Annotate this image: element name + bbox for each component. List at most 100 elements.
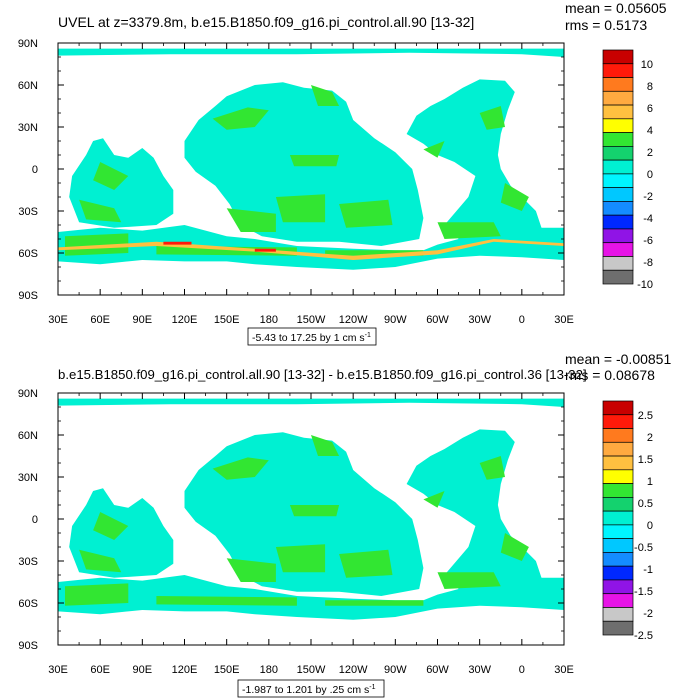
panel-2-info-box: -1.987 to 1.201 by .25 cm s-1 (237, 679, 385, 698)
panel-2-ocean-field (58, 398, 564, 620)
colorbar-swatch (602, 118, 634, 133)
x-tick-label: 90W (384, 314, 407, 326)
panel-2-colorbar: 2.5 2 1.5 1 0.5 0 -0.5 -1 -1.5 -2 -2.5 (602, 400, 653, 642)
field-patch (311, 85, 340, 106)
field-patch (500, 533, 529, 561)
field-patch (339, 549, 393, 578)
x-tick-label: 30E (554, 664, 574, 676)
x-tick-label: 90E (133, 314, 153, 326)
field-patch (212, 107, 269, 130)
y-tick-label: 90N (18, 388, 38, 400)
colorbar-swatch (602, 565, 634, 581)
colorbar-label: -0.5 (634, 542, 653, 554)
field-patch (226, 208, 276, 232)
colorbar-swatch (602, 90, 634, 106)
panel-2-info-sup: -1 (369, 684, 375, 691)
x-tick-label: 30W (468, 314, 491, 326)
x-tick-label: 150W (297, 314, 326, 326)
panel-1-title: UVEL at z=3379.8m, b.e15.B1850.f09_g16.p… (58, 14, 474, 30)
field-patch (289, 505, 340, 517)
colorbar-label: 0.5 (638, 498, 653, 510)
colorbar-swatch (602, 256, 634, 271)
colorbar-swatch (602, 455, 634, 471)
x-tick-label: 150W (297, 664, 326, 676)
colorbar-label: -2.5 (634, 630, 653, 642)
colorbar-label: -6 (643, 235, 653, 247)
colorbar-swatch (602, 187, 634, 202)
panel-1-axes: 30E 60E 90E 120E 150E 180 150W 120W 90W 60W 30W 0 30… (18, 38, 574, 326)
x-tick-label: 180 (260, 664, 278, 676)
colorbar-label: 2.5 (638, 410, 653, 422)
x-tick-label: 0 (519, 664, 525, 676)
y-tick-label: 60N (18, 80, 38, 92)
y-tick-label: 60S (18, 598, 38, 610)
colorbar-swatch (602, 538, 634, 553)
panel-2-info-frame (237, 679, 385, 698)
y-tick-label: 30N (18, 472, 38, 484)
panel-2-mean: mean = -0.00851 (565, 351, 671, 367)
y-tick-label: 0 (32, 164, 38, 176)
panel-1-info-label: -5.43 to 17.25 by 1 cm s-1 (252, 332, 371, 344)
colorbar-swatch (602, 607, 634, 622)
colorbar-swatch (602, 524, 634, 539)
colorbar-label: 2 (647, 432, 653, 444)
colorbar-swatch (602, 469, 634, 484)
y-tick-label: 60S (18, 248, 38, 260)
panel-2-info-label: -1.987 to 1.201 by .25 cm s-1 (242, 684, 376, 696)
colorbar-label: 6 (647, 103, 653, 115)
x-tick-label: 150E (214, 314, 240, 326)
x-tick-label: 120W (339, 314, 368, 326)
y-tick-label: 30S (18, 556, 38, 568)
panel-1-map (57, 42, 565, 296)
ocean-region (58, 575, 564, 620)
y-tick-label: 30N (18, 122, 38, 134)
colorbar-label: -2 (643, 191, 653, 203)
jet-core (163, 241, 192, 245)
y-tick-label: 90S (18, 290, 38, 302)
field-patch (479, 106, 505, 130)
field-patch (156, 246, 297, 256)
x-tick-label: 30W (468, 664, 491, 676)
colorbar-swatch (602, 579, 634, 595)
panel-2-info-text: -1.987 to 1.201 by .25 cm s (242, 684, 369, 696)
x-tick-label: 90W (384, 664, 407, 676)
colorbar-label: -1.5 (634, 586, 653, 598)
colorbar-swatch (602, 49, 634, 65)
y-tick-label: 60N (18, 430, 38, 442)
y-tick-label: 0 (32, 514, 38, 526)
colorbar-swatch (602, 620, 634, 636)
colorbar-swatch (602, 483, 634, 498)
colorbar-swatch (602, 228, 634, 244)
colorbar-swatch (602, 510, 634, 526)
field-patch (339, 199, 393, 228)
panel-1-ocean-field (58, 48, 564, 270)
colorbar-swatch (602, 104, 634, 120)
panel-2-rms: rms = 0.08678 (565, 367, 655, 383)
x-tick-label: 60W (426, 314, 449, 326)
panel-1-info-text: -5.43 to 17.25 by 1 cm s (252, 332, 365, 344)
colorbar-label: 0 (647, 169, 653, 181)
colorbar-swatch (602, 173, 634, 188)
colorbar-swatch (602, 552, 634, 567)
colorbar-label: 4 (647, 125, 653, 137)
field-patch (65, 233, 129, 256)
field-patch (325, 600, 424, 606)
field-patch (275, 194, 326, 223)
x-tick-label: 90E (133, 664, 153, 676)
field-patch (212, 457, 269, 480)
colorbar-label: 1.5 (638, 454, 653, 466)
colorbar-label: 8 (647, 81, 653, 93)
panel-1-colorbar: 10 8 6 4 2 0 -2 -4 -6 -8 -10 (602, 49, 653, 291)
colorbar-swatch (602, 214, 634, 230)
y-tick-label: 30S (18, 206, 38, 218)
colorbar-swatch (602, 201, 634, 216)
field-patch (423, 141, 445, 158)
field-patch (500, 183, 529, 211)
colorbar-label: 0 (647, 520, 653, 532)
field-patch (423, 491, 445, 508)
colorbar-label: -1 (643, 564, 653, 576)
colorbar-swatch (602, 63, 634, 78)
colorbar-swatch (602, 428, 634, 443)
y-tick-label: 90N (18, 38, 38, 50)
x-tick-label: 150E (214, 664, 240, 676)
